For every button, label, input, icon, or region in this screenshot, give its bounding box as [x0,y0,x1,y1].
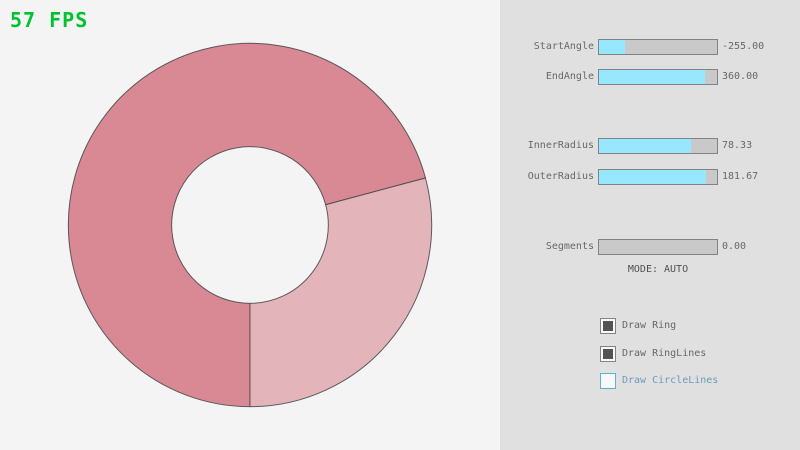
ring-sector-single-pass [249,177,433,408]
slider-row-end-angle: EndAngle 360.00 [504,69,758,85]
inner-radius-slider[interactable] [598,138,718,154]
segments-slider[interactable] [598,239,718,255]
end-angle-slider[interactable] [598,69,718,85]
start-angle-slider[interactable] [598,39,718,55]
checkbox-draw-circlelines-box[interactable] [600,373,616,389]
fps-counter: 57 FPS [10,8,89,32]
slider-row-inner-radius: InnerRadius 78.33 [504,138,752,154]
checkbox-draw-ringlines-box[interactable] [600,346,616,362]
end-angle-label: EndAngle [545,71,594,82]
inner-radius-slider-fill [599,139,692,153]
checkbox-draw-circlelines-label: Draw CircleLines [622,375,719,386]
outer-radius-slider[interactable] [598,169,718,185]
outer-radius-label: OuterRadius [527,171,594,182]
slider-row-start-angle: StartAngle -255.00 [504,39,764,55]
check-mark-icon [603,349,613,359]
checkbox-draw-ring-box[interactable] [600,318,616,334]
ring-chart [67,42,433,408]
slider-row-outer-radius: OuterRadius 181.67 [504,169,758,185]
start-angle-value: -255.00 [722,41,765,52]
inner-radius-label: InnerRadius [527,140,594,151]
checkbox-draw-ringlines[interactable]: Draw RingLines [600,346,706,362]
ring-sector-overlap-double-pass [67,42,427,408]
end-angle-slider-fill [599,70,706,84]
slider-row-segments: Segments 0.00 [504,239,746,255]
end-angle-value: 360.00 [722,71,759,82]
inner-radius-value: 78.33 [722,140,753,151]
outer-radius-slider-fill [599,170,707,184]
segments-value: 0.00 [722,241,747,252]
start-angle-label: StartAngle [533,41,594,52]
segments-mode-text: MODE: AUTO [627,264,689,275]
canvas-area: 57 FPS [10,8,433,408]
checkbox-draw-ring-label: Draw Ring [622,320,677,331]
segments-label: Segments [545,241,594,252]
check-mark-icon [603,321,613,331]
start-angle-slider-fill [599,40,625,54]
outer-radius-value: 181.67 [722,171,759,182]
checkbox-draw-circlelines[interactable]: Draw CircleLines [600,373,718,389]
checkbox-draw-ringlines-label: Draw RingLines [622,348,707,359]
checkbox-draw-ring[interactable]: Draw Ring [600,318,676,334]
